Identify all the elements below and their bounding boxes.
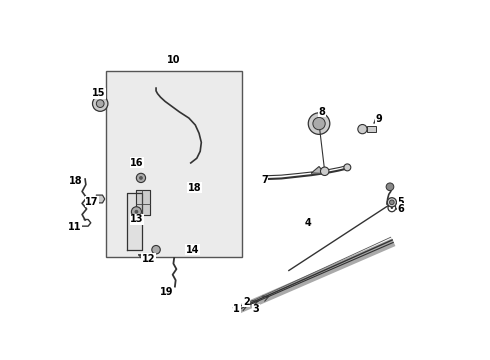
- Text: 17: 17: [85, 197, 98, 207]
- Text: 3: 3: [252, 304, 259, 314]
- Text: 11: 11: [68, 222, 81, 232]
- Circle shape: [391, 207, 393, 209]
- Text: 18: 18: [69, 176, 83, 186]
- Text: 4: 4: [304, 218, 311, 228]
- Circle shape: [152, 246, 160, 254]
- Text: 12: 12: [142, 254, 155, 264]
- Bar: [367, 126, 376, 132]
- Text: 18: 18: [188, 183, 201, 193]
- Circle shape: [386, 183, 394, 191]
- Circle shape: [308, 113, 330, 134]
- Circle shape: [97, 100, 104, 108]
- Text: 13: 13: [130, 214, 144, 224]
- Polygon shape: [136, 190, 150, 215]
- Text: 9: 9: [375, 114, 382, 123]
- Circle shape: [387, 198, 396, 207]
- Circle shape: [139, 176, 143, 180]
- Polygon shape: [97, 195, 105, 203]
- Circle shape: [134, 210, 138, 214]
- Circle shape: [136, 173, 146, 183]
- Text: 15: 15: [92, 88, 105, 98]
- Text: 7: 7: [261, 175, 268, 185]
- Circle shape: [131, 207, 142, 217]
- Bar: [126, 193, 142, 250]
- Text: 5: 5: [397, 197, 404, 207]
- Text: 14: 14: [186, 245, 199, 255]
- Text: 16: 16: [130, 158, 144, 168]
- Circle shape: [390, 200, 394, 204]
- Bar: [106, 71, 242, 257]
- Circle shape: [344, 164, 351, 171]
- Circle shape: [320, 167, 329, 176]
- Text: 10: 10: [167, 55, 180, 65]
- Text: 2: 2: [243, 297, 249, 307]
- Circle shape: [313, 117, 325, 130]
- Circle shape: [358, 125, 367, 134]
- Circle shape: [93, 96, 108, 111]
- Text: 19: 19: [160, 287, 173, 297]
- Text: 8: 8: [318, 107, 325, 117]
- Polygon shape: [312, 167, 325, 174]
- Text: 6: 6: [397, 204, 404, 214]
- Text: 1: 1: [233, 304, 240, 314]
